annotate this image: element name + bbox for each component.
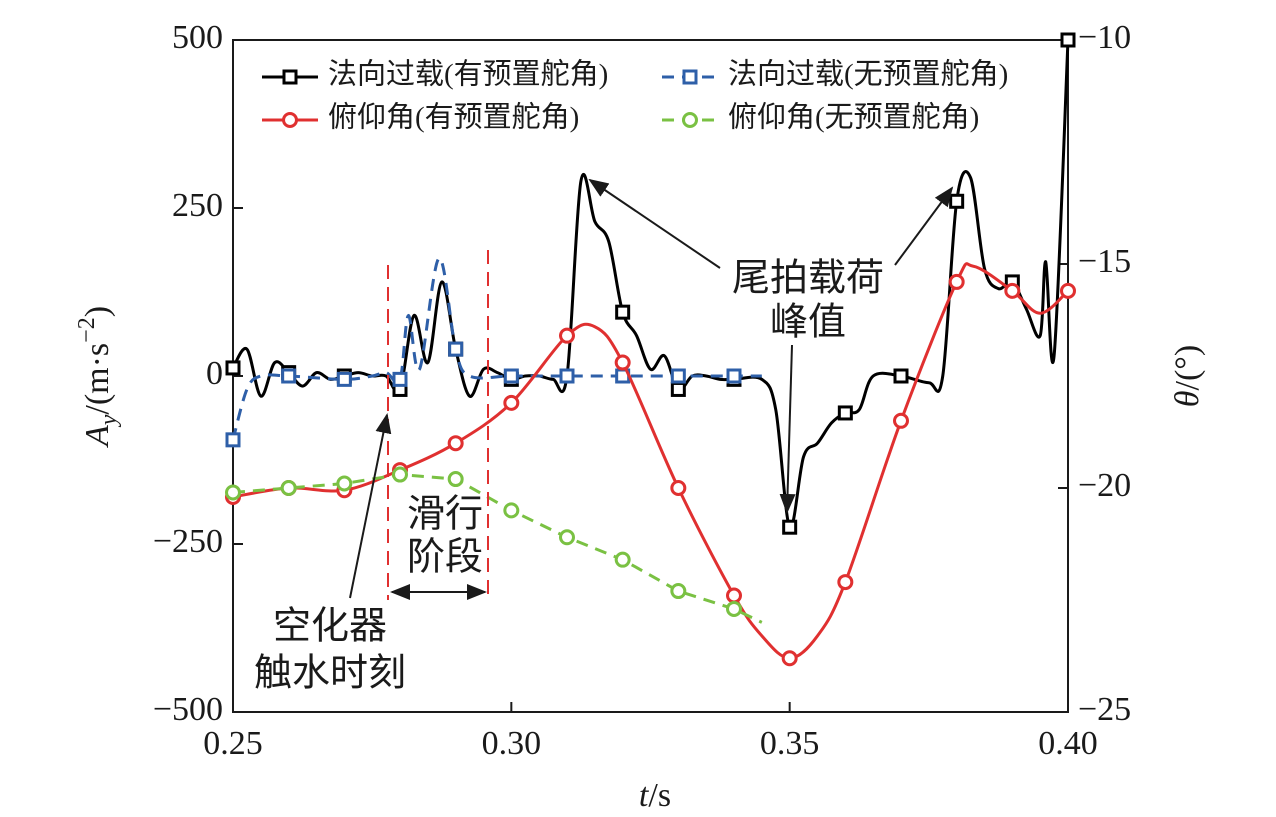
y-label-unit: /(m·s [79,343,116,415]
legend-marker [682,112,698,128]
legend-marker [282,112,298,128]
legend-marker [682,69,698,85]
marker [949,193,965,209]
y2-label-symbol: θ [1169,390,1206,407]
y-label-sub: y [96,414,122,427]
marker [280,480,297,496]
y2-label-unit: /(°) [1169,345,1206,391]
marker [670,368,686,384]
y-label-symbol: A [79,425,116,448]
legend-label: 法向过载(有预置舵角) [328,58,608,91]
x-tick-label: 0.30 [482,725,542,762]
marker [336,371,352,387]
marker [670,583,687,600]
marker [670,381,686,397]
marker [503,502,520,519]
marker [392,371,408,387]
marker [392,466,408,483]
x-label-symbol: t [639,777,650,814]
y-tick-label: −250 [153,523,223,560]
series-line [231,256,762,441]
annotation-arrow [779,344,796,514]
annotation: 触水时刻 [254,653,406,695]
y2-tick-label: −20 [1078,467,1131,504]
legend-label: 俯仰角(无预置舵角) [728,101,979,134]
marker [726,587,742,604]
y-tick-label: 250 [172,187,223,224]
marker [447,471,464,488]
marker [1004,282,1021,299]
marker [614,551,631,568]
annotation-arrow [349,413,392,599]
annotation: 峰值 [770,302,846,344]
x-tick-label: 0.35 [760,725,820,762]
marker [893,412,909,429]
x-axis-label: t/s [639,777,671,814]
marker [615,304,631,320]
marker [893,368,909,384]
marker [837,574,854,591]
marker [670,480,687,496]
marker [503,394,520,411]
annotation: 滑行 [407,494,483,536]
y-tick-label: 500 [172,19,223,56]
annotation: 空化器 [273,606,387,648]
marker [559,327,575,344]
y-label-sup: −2 [74,317,100,343]
marker [782,519,798,535]
marker [281,368,297,384]
marker [225,432,241,448]
marker [726,368,742,384]
marker [503,368,519,384]
marker [448,341,464,357]
legend-label: 法向过载(无预置舵角) [728,58,1008,91]
y2-axis-label: θ/(°) [1169,345,1206,407]
legend-marker [282,69,298,85]
marker [447,435,464,452]
y2-tick-label: −10 [1078,19,1131,56]
marker [614,354,631,371]
marker [559,368,575,384]
annotation: 尾拍载荷 [732,258,884,300]
marker [948,273,965,290]
marker [225,484,241,501]
series-line [232,262,1070,660]
marker [837,405,853,421]
marker [726,600,742,617]
marker [1060,32,1076,48]
legend-label: 俯仰角(有预置舵角) [328,101,579,134]
y-tick-label: 0 [206,355,223,392]
y-label-close: ) [79,306,116,317]
y2-tick-label: −25 [1078,691,1131,728]
y-axis-label: Ay/(m·s−2) [74,306,122,448]
x-label-unit: /s [648,777,671,814]
marker [559,529,575,546]
annotation-arrow [894,186,954,266]
marker [781,650,798,667]
y2-tick-label: −15 [1078,243,1131,280]
label-bg [400,500,486,580]
annotation: 阶段 [407,537,483,579]
annotation-arrow [588,178,721,269]
marker [225,360,241,376]
x-tick-label: 0.40 [1038,725,1098,762]
x-tick-label: 0.25 [203,725,263,762]
marker [336,475,353,492]
y-tick-label: −500 [153,691,223,728]
marker [1060,282,1076,299]
